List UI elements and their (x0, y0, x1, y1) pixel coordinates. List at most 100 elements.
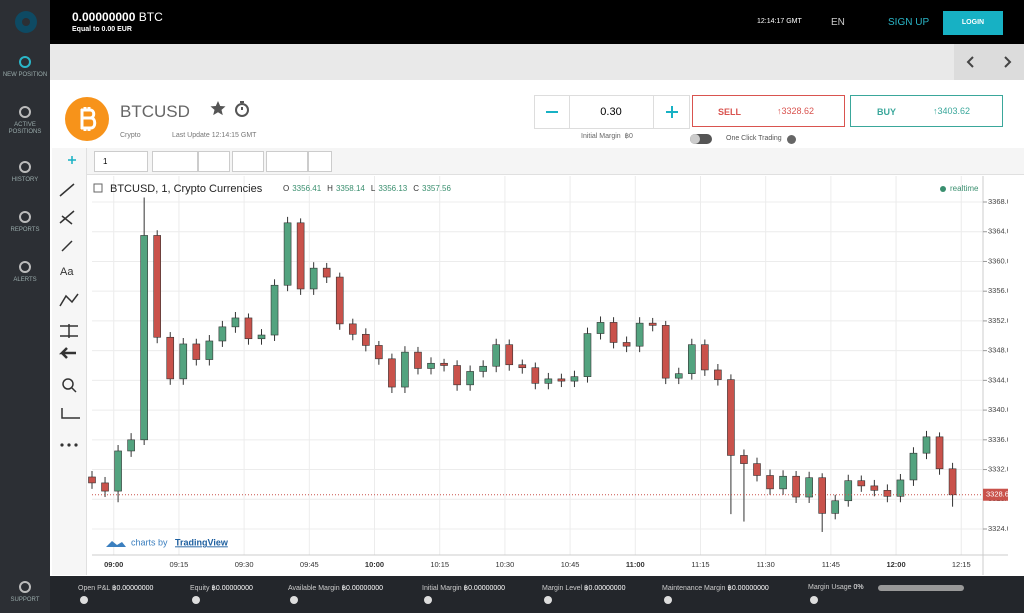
account-label: Margin Level (542, 585, 583, 592)
drawing-tools: Aa (52, 148, 87, 575)
candle-body (231, 317, 240, 328)
sidebar-label: REPORTS (10, 227, 40, 233)
sign-up[interactable]: SIGN UP (888, 17, 930, 28)
compare[interactable] (232, 151, 264, 172)
candle-body (753, 463, 761, 476)
candle-body (792, 475, 800, 498)
one-click-label: One Click Trading (726, 135, 782, 142)
symbol: BTCUSD (120, 102, 190, 121)
undo-redo[interactable] (266, 151, 308, 172)
candle-body (101, 482, 109, 492)
interval: 1 (103, 157, 108, 166)
buy-button[interactable]: BUY ↑3403.62 (850, 95, 1003, 127)
candle-body (296, 222, 305, 290)
account-value: ฿0.00000000 (727, 585, 769, 592)
ohlc-label: C (413, 184, 419, 193)
indicators[interactable] (198, 151, 230, 172)
instrument-actions[interactable] (210, 100, 250, 118)
candle-body (779, 475, 787, 490)
increase[interactable] (653, 96, 690, 128)
candle-body (192, 343, 201, 360)
sidebar-item[interactable]: ALERTS (0, 260, 50, 284)
y-tick-label: 3368.00 (988, 197, 1008, 206)
chart-type[interactable] (152, 151, 198, 172)
info-icon (544, 596, 552, 604)
sell-button[interactable]: SELL ↑3328.62 (692, 95, 845, 127)
buy-price: ↑3403.62 (933, 106, 971, 116)
account-value: 0% (853, 584, 864, 591)
nav-arrows[interactable] (954, 44, 1024, 80)
candle-body (635, 322, 644, 347)
info-icon (664, 596, 672, 604)
y-tick-label: 3344.00 (988, 375, 1008, 384)
sidebar-item[interactable]: SUPPORT (0, 580, 50, 604)
info-icon[interactable] (787, 135, 796, 144)
fullscreen[interactable] (308, 151, 332, 172)
y-tick-label: 3352.00 (988, 316, 1008, 325)
candle-body (257, 334, 266, 340)
candle-body (362, 333, 370, 346)
candle-body (661, 325, 670, 379)
candle-body (805, 477, 813, 498)
candle-body (844, 480, 853, 502)
realtime-dot (940, 186, 946, 192)
balance: 0.00000000 BTC (72, 10, 163, 24)
candle-body (948, 468, 957, 496)
candle-body (179, 343, 188, 380)
sidebar-label: SUPPORT (10, 597, 40, 603)
sell-price: ↑3328.62 (777, 106, 815, 116)
sidebar: NEW POSITION ACTIVE POSITIONS HISTORY REPOR… (0, 0, 50, 613)
candle-body (648, 322, 657, 326)
x-tick-label: 11:15 (691, 560, 709, 569)
candle-body (727, 379, 735, 456)
sidebar-item[interactable]: NEW POSITION (0, 55, 50, 79)
tv-logo (106, 541, 126, 547)
candle-body (518, 364, 527, 369)
x-tick-label: 11:45 (822, 560, 840, 569)
y-tick-label: 3356.00 (988, 286, 1008, 295)
sidebar-item[interactable]: ACTIVE POSITIONS (0, 105, 50, 136)
candle-body (440, 362, 448, 366)
initial-margin-label: Initial Margin (581, 133, 621, 140)
language[interactable]: EN (831, 17, 845, 28)
currency: BTC (138, 10, 163, 24)
one-click-toggle[interactable] (690, 134, 712, 144)
attribution-brand[interactable]: TradingView (175, 537, 229, 547)
account-item: Margin Level ฿0.00000000 (542, 584, 625, 604)
y-tick-label: 3332.00 (988, 465, 1008, 474)
y-tick-label: 3324.00 (988, 524, 1008, 533)
y-tick-label: 3348.00 (988, 346, 1008, 355)
candle-body (701, 344, 709, 371)
candle-body (609, 322, 618, 343)
candle-body (270, 284, 279, 336)
x-tick-label: 09:15 (170, 560, 189, 569)
candle-body (870, 485, 879, 491)
amount[interactable]: 0.30 (600, 106, 622, 118)
interval-select[interactable]: 1 (94, 151, 148, 172)
account-value: ฿0.00000000 (463, 585, 506, 592)
login-button[interactable]: LOGIN (943, 11, 1003, 35)
account-value: ฿0.00000000 (112, 585, 154, 592)
initial-margin-value: ฿0 (624, 133, 633, 140)
attribution: charts by (131, 537, 168, 547)
account-item: Maintenance Margin ฿0.00000000 (662, 584, 769, 604)
category: Crypto (120, 132, 141, 139)
ohlc-label: H (327, 184, 333, 193)
decrease[interactable] (535, 96, 570, 128)
tool-icons[interactable]: Aa (52, 148, 86, 468)
collapse-legend[interactable] (93, 183, 103, 193)
candle-body (140, 235, 148, 441)
account-item: Equity ฿0.00000000 (190, 584, 253, 604)
sidebar-item[interactable]: REPORTS (0, 210, 50, 234)
ohlc-label: L (371, 184, 376, 193)
candle-body (388, 358, 396, 388)
account-label: Open P&L (78, 585, 111, 592)
candle-body (283, 222, 292, 286)
info-icon (424, 596, 432, 604)
y-tick-label: 3340.00 (988, 405, 1008, 414)
sidebar-item[interactable]: HISTORY (0, 160, 50, 184)
chart: BTCUSD, 1, Crypto Currencies realtime ch… (87, 175, 1008, 575)
realtime: realtime (950, 184, 979, 193)
x-tick-label: 10:30 (496, 560, 515, 569)
